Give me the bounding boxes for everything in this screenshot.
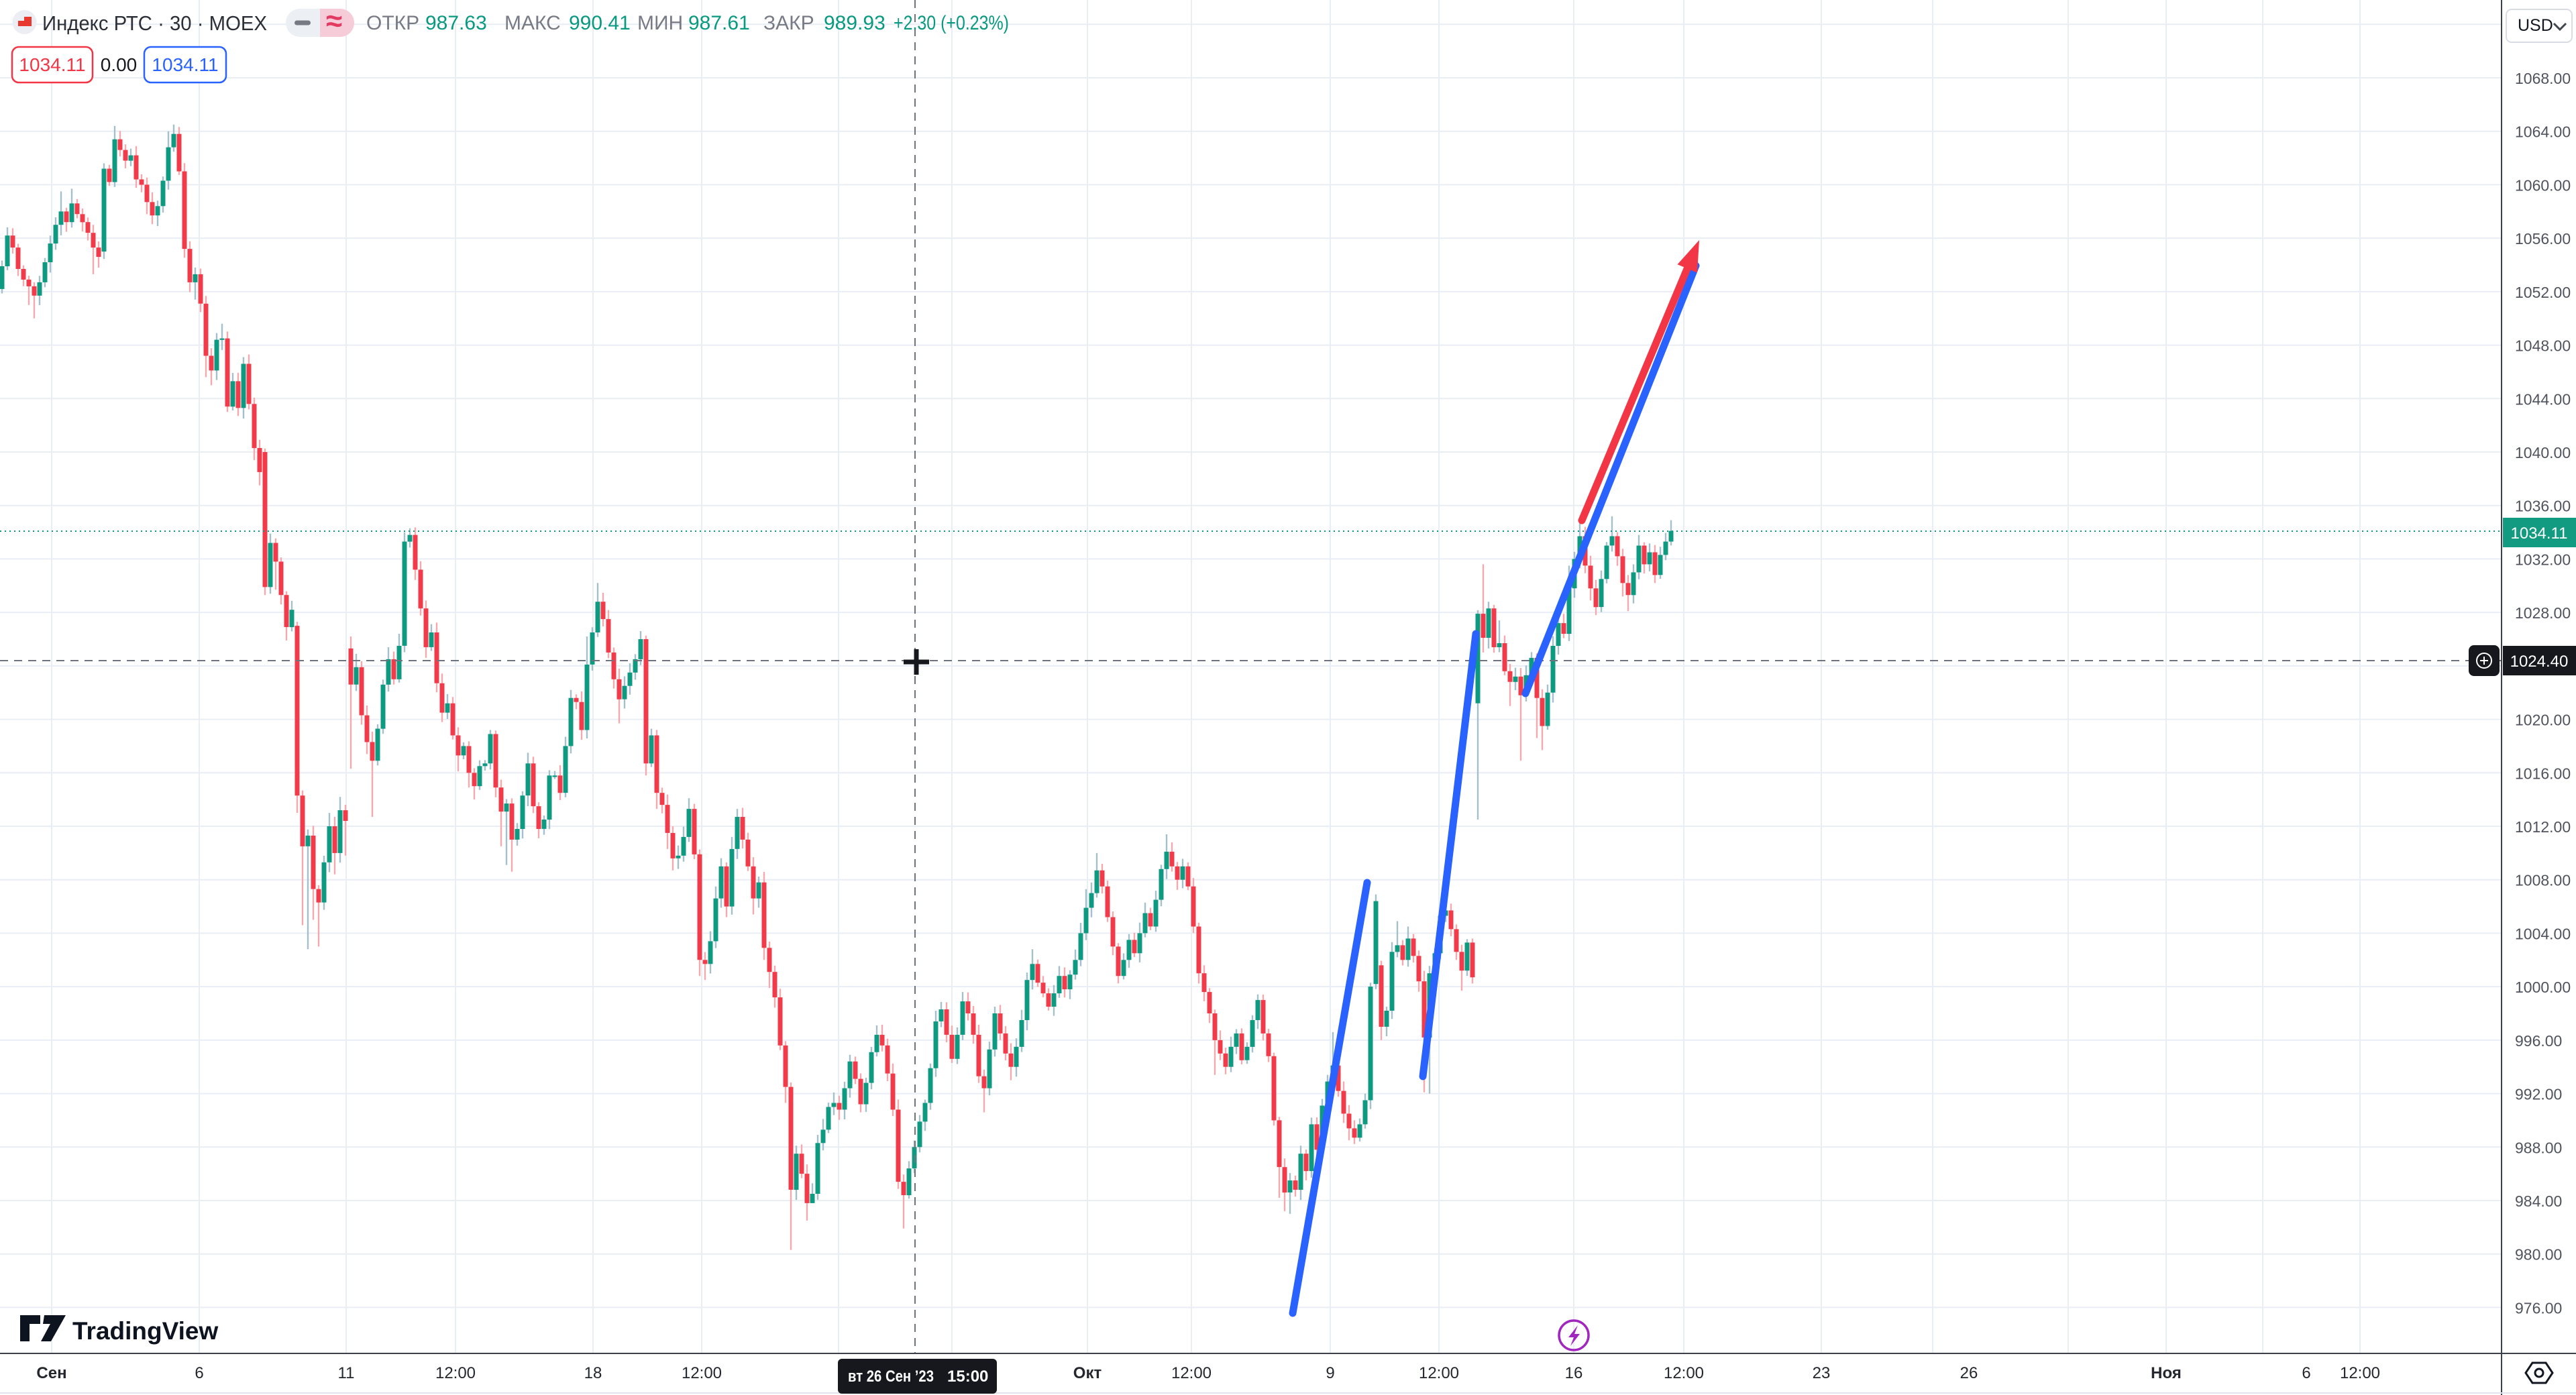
svg-text:Индекс РТС · 30 · MOEX: Индекс РТС · 30 · MOEX <box>42 11 267 35</box>
svg-text:976.00: 976.00 <box>2515 1299 2562 1317</box>
svg-text:26: 26 <box>1960 1364 1978 1382</box>
svg-text:1048.00: 1048.00 <box>2515 337 2571 355</box>
svg-text:1068.00: 1068.00 <box>2515 70 2571 87</box>
svg-text:1032.00: 1032.00 <box>2515 551 2571 568</box>
svg-text:996.00: 996.00 <box>2515 1032 2562 1050</box>
svg-text:вт 26 Сен ’23: вт 26 Сен ’23 <box>848 1368 934 1386</box>
svg-text:9: 9 <box>1326 1364 1334 1382</box>
svg-text:1012.00: 1012.00 <box>2515 818 2571 836</box>
svg-text:1064.00: 1064.00 <box>2515 123 2571 141</box>
svg-text:12:00: 12:00 <box>2340 1364 2380 1382</box>
svg-text:1000.00: 1000.00 <box>2515 979 2571 996</box>
svg-text:12:00: 12:00 <box>435 1364 476 1382</box>
svg-text:1044.00: 1044.00 <box>2515 390 2571 408</box>
svg-text:6: 6 <box>2302 1364 2310 1382</box>
svg-text:0.00: 0.00 <box>101 54 138 75</box>
svg-text:1040.00: 1040.00 <box>2515 444 2571 461</box>
svg-text:980.00: 980.00 <box>2515 1246 2562 1264</box>
svg-text:Ноя: Ноя <box>2151 1364 2182 1382</box>
svg-text:1034.11: 1034.11 <box>19 54 85 75</box>
svg-text:1024.40: 1024.40 <box>2510 653 2569 671</box>
svg-text:12:00: 12:00 <box>1664 1364 1704 1382</box>
svg-text:1028.00: 1028.00 <box>2515 604 2571 622</box>
svg-text:11: 11 <box>338 1364 355 1382</box>
svg-text:992.00: 992.00 <box>2515 1086 2562 1103</box>
svg-text:1034.11: 1034.11 <box>2511 524 2568 543</box>
svg-text:ЗАКР: ЗАКР <box>763 12 814 34</box>
svg-text:15:00: 15:00 <box>947 1368 988 1386</box>
svg-text:МИН: МИН <box>637 12 683 34</box>
svg-text:12:00: 12:00 <box>682 1364 722 1382</box>
svg-text:Сен: Сен <box>36 1364 66 1382</box>
svg-text:1052.00: 1052.00 <box>2515 284 2571 301</box>
svg-text:6: 6 <box>195 1364 203 1382</box>
svg-text:1034.11: 1034.11 <box>152 54 218 75</box>
svg-text:Окт: Окт <box>1073 1364 1102 1382</box>
svg-text:988.00: 988.00 <box>2515 1139 2562 1156</box>
svg-text:989.93: 989.93 <box>824 12 885 34</box>
svg-text:1036.00: 1036.00 <box>2515 498 2571 515</box>
svg-text:16: 16 <box>1565 1364 1583 1382</box>
svg-text:987.61: 987.61 <box>688 12 750 34</box>
svg-text:1020.00: 1020.00 <box>2515 712 2571 729</box>
svg-text:1060.00: 1060.00 <box>2515 176 2571 194</box>
svg-text:≈: ≈ <box>326 5 342 38</box>
svg-text:МАКС: МАКС <box>504 12 561 34</box>
svg-text:987.63: 987.63 <box>425 12 487 34</box>
svg-text:TradingView: TradingView <box>72 1317 218 1345</box>
svg-text:984.00: 984.00 <box>2515 1192 2562 1210</box>
svg-text:18: 18 <box>584 1364 602 1382</box>
svg-text:1008.00: 1008.00 <box>2515 872 2571 889</box>
svg-text:1056.00: 1056.00 <box>2515 230 2571 247</box>
svg-text:+2.30 (+0.23%): +2.30 (+0.23%) <box>894 12 1009 34</box>
svg-text:23: 23 <box>1813 1364 1831 1382</box>
svg-text:12:00: 12:00 <box>1419 1364 1459 1382</box>
svg-text:1004.00: 1004.00 <box>2515 925 2571 942</box>
svg-text:12:00: 12:00 <box>1171 1364 1212 1382</box>
svg-text:1016.00: 1016.00 <box>2515 765 2571 782</box>
svg-text:ОТКР: ОТКР <box>366 12 419 34</box>
svg-text:USD: USD <box>2518 16 2553 35</box>
svg-text:990.41: 990.41 <box>569 12 631 34</box>
